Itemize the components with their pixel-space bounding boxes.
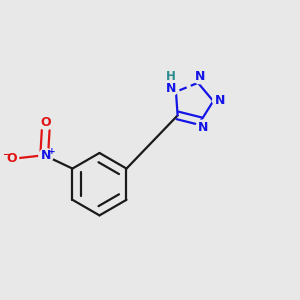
- Circle shape: [192, 69, 207, 84]
- Circle shape: [196, 120, 210, 134]
- Text: N: N: [214, 94, 225, 107]
- Text: N: N: [194, 70, 205, 83]
- Circle shape: [39, 149, 53, 163]
- Text: H: H: [166, 70, 176, 83]
- Text: N: N: [166, 82, 176, 95]
- Circle shape: [39, 116, 53, 130]
- Text: N: N: [41, 149, 51, 162]
- Circle shape: [164, 82, 178, 96]
- Circle shape: [4, 151, 19, 165]
- Circle shape: [164, 69, 178, 83]
- Text: +: +: [47, 147, 55, 156]
- Text: −: −: [2, 149, 9, 158]
- Circle shape: [213, 93, 227, 108]
- Text: O: O: [40, 116, 51, 129]
- Text: N: N: [198, 121, 208, 134]
- Text: O: O: [6, 152, 17, 165]
